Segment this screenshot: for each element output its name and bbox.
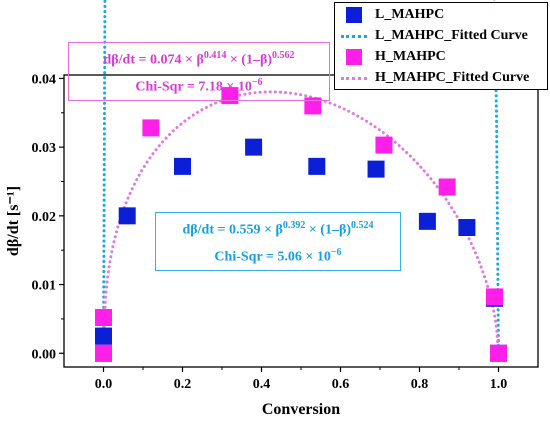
legend-dotted-line-icon bbox=[341, 26, 367, 46]
legend-item-l-mahpc-fit: L_MAHPC_Fitted Curve bbox=[341, 26, 528, 46]
x-tick-label: 0.0 bbox=[95, 377, 113, 392]
equation-l-mid: × (1–β) bbox=[305, 222, 352, 238]
equation-h-mid: × (1–β) bbox=[226, 52, 273, 68]
legend-label: H_MAHPC_Fitted Curve bbox=[375, 70, 530, 85]
legend-item-h-mahpc: H_MAHPC bbox=[341, 47, 446, 67]
data-point bbox=[304, 97, 322, 115]
equation-h-prefix: dβ/dt = 0.074 × β bbox=[103, 52, 204, 68]
equation-l-chisqr: Chi-Sqr = 5.06 × 10−6 bbox=[162, 242, 394, 269]
legend-dotted-line-icon bbox=[341, 68, 367, 88]
equation-h-chi-exp: −6 bbox=[251, 76, 263, 88]
legend-label: H_MAHPC bbox=[375, 49, 446, 64]
data-point bbox=[490, 344, 507, 362]
fit-curve bbox=[102, 90, 500, 355]
legend-item-h-mahpc-fit: H_MAHPC_Fitted Curve bbox=[341, 68, 529, 88]
data-point bbox=[308, 157, 326, 175]
x-tick-label: 0.8 bbox=[411, 377, 429, 392]
equation-l-prefix: dβ/dt = 0.559 × β bbox=[182, 222, 283, 238]
data-point bbox=[438, 178, 456, 196]
y-tick-label: 0.03 bbox=[32, 141, 57, 156]
equation-l-formula: dβ/dt = 0.559 × β0.392 × (1–β)0.524 bbox=[162, 215, 394, 242]
equation-h-exp1: 0.414 bbox=[203, 50, 227, 61]
data-point bbox=[486, 288, 504, 306]
data-point bbox=[118, 207, 136, 225]
x-axis: 0.0 0.2 0.4 0.6 0.8 1.0 bbox=[95, 367, 508, 392]
y-axis: 0.00 0.01 0.02 0.03 0.04 bbox=[32, 72, 64, 362]
data-point bbox=[221, 87, 239, 105]
x-tick-label: 0.2 bbox=[174, 377, 192, 392]
equation-box-h: dβ/dt = 0.074 × β0.414 × (1–β)0.562 Chi-… bbox=[68, 42, 330, 102]
data-point bbox=[375, 136, 393, 154]
equation-h-formula: dβ/dt = 0.074 × β0.414 × (1–β)0.562 bbox=[75, 45, 323, 72]
data-point bbox=[458, 219, 476, 237]
equation-l-chi-exp: −6 bbox=[330, 246, 342, 258]
x-tick-label: 0.6 bbox=[332, 377, 350, 392]
equation-l-exp1: 0.392 bbox=[282, 220, 306, 231]
x-tick-label: 0.4 bbox=[253, 377, 271, 392]
data-point bbox=[95, 344, 112, 362]
data-point bbox=[95, 327, 112, 345]
fit-curves bbox=[102, 0, 500, 355]
y-tick-label: 0.00 bbox=[32, 347, 57, 362]
equation-l-chi-prefix: Chi-Sqr = 5.06 × 10 bbox=[214, 249, 331, 265]
y-tick-label: 0.02 bbox=[32, 210, 57, 225]
legend-label: L_MAHPC_Fitted Curve bbox=[375, 28, 528, 43]
data-point bbox=[174, 157, 191, 175]
equation-box-l: dβ/dt = 0.559 × β0.392 × (1–β)0.524 Chi-… bbox=[155, 212, 401, 272]
legend-square-icon bbox=[341, 47, 367, 67]
y-axis-title: dβ/dt [s⁻¹] bbox=[5, 186, 22, 256]
data-points bbox=[95, 87, 507, 362]
x-tick-label: 1.0 bbox=[490, 377, 508, 392]
legend: L_MAHPC L_MAHPC_Fitted Curve H_MAHPC H_M… bbox=[334, 2, 548, 90]
legend-item-l-mahpc: L_MAHPC bbox=[341, 5, 444, 25]
data-point bbox=[418, 212, 436, 230]
equation-l-exp2: 0.524 bbox=[351, 220, 374, 231]
legend-label: L_MAHPC bbox=[375, 7, 445, 22]
y-tick-label: 0.04 bbox=[32, 72, 57, 87]
data-point bbox=[142, 119, 160, 137]
y-tick-label: 0.01 bbox=[32, 279, 57, 294]
equation-h-chi-prefix: Chi-Sqr = 7.18 × 10 bbox=[135, 79, 252, 95]
equation-h-exp2: 0.562 bbox=[272, 50, 295, 61]
data-point bbox=[95, 309, 112, 327]
equation-h-chisqr: Chi-Sqr = 7.18 × 10−6 bbox=[75, 72, 323, 99]
data-point bbox=[245, 138, 263, 156]
legend-square-icon bbox=[341, 5, 367, 25]
x-axis-title: Conversion bbox=[262, 401, 340, 418]
data-point bbox=[367, 160, 385, 178]
